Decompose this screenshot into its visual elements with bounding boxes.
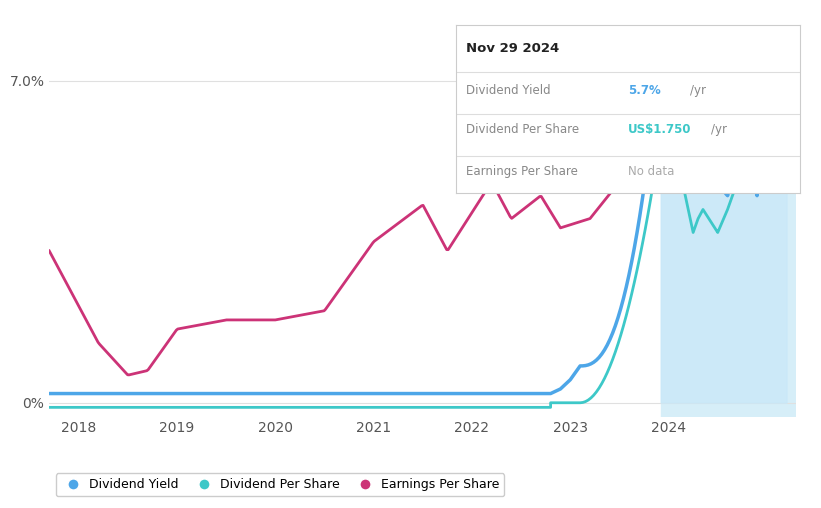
- Bar: [661, 25, 796, 417]
- Text: /yr: /yr: [690, 84, 706, 97]
- Text: Dividend Per Share: Dividend Per Share: [466, 122, 579, 136]
- Legend: Dividend Yield, Dividend Per Share, Earnings Per Share: Dividend Yield, Dividend Per Share, Earn…: [56, 473, 504, 496]
- Text: Earnings Per Share: Earnings Per Share: [466, 165, 578, 177]
- Text: /yr: /yr: [711, 122, 727, 136]
- Text: US$1.750: US$1.750: [628, 122, 691, 136]
- Text: 5.7%: 5.7%: [628, 84, 661, 97]
- Text: Past: Past: [737, 57, 767, 72]
- Text: No data: No data: [628, 165, 674, 177]
- Text: Nov 29 2024: Nov 29 2024: [466, 42, 559, 55]
- Text: Dividend Yield: Dividend Yield: [466, 84, 551, 97]
